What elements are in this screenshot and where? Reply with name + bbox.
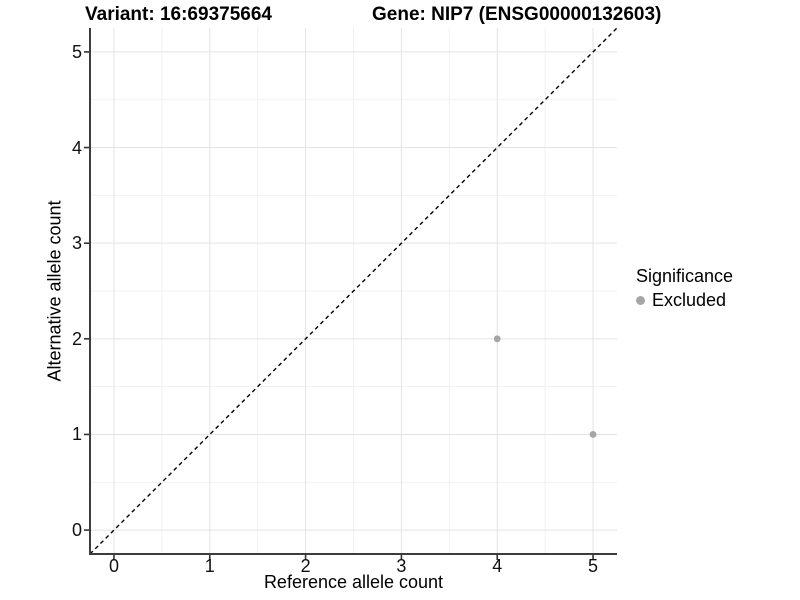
data-point: [589, 431, 597, 438]
y-tick-label: 5: [71, 41, 82, 62]
plot-title-gene: Gene: NIP7 (ENSG00000132603): [372, 4, 662, 25]
x-tick-label: 4: [492, 556, 503, 576]
plot-title-variant: Variant: 16:69375664: [85, 4, 272, 25]
identity-line: [89, 27, 618, 555]
y-tick-label: 2: [71, 328, 82, 349]
x-axis-title: Reference allele count: [263, 572, 444, 592]
x-tick-label: 0: [108, 556, 119, 576]
y-tick-label: 3: [71, 233, 82, 254]
y-tick-label: 4: [71, 137, 82, 158]
y-tick-label: 1: [71, 424, 82, 445]
data-point: [493, 335, 501, 343]
legend: Significance Excluded: [632, 266, 733, 311]
legend-dot-icon: [636, 296, 645, 305]
y-axis-title: Alternative allele count: [44, 200, 65, 382]
x-tick-label: 1: [204, 556, 215, 576]
x-tick-label: 3: [396, 556, 407, 576]
x-tick-label: 5: [588, 556, 599, 576]
legend-item-excluded: Excluded: [632, 290, 733, 311]
x-tick-label: 2: [300, 556, 311, 576]
legend-title: Significance: [636, 266, 734, 286]
legend-item-label: Excluded: [652, 290, 727, 310]
y-tick-label: 0: [71, 520, 82, 541]
